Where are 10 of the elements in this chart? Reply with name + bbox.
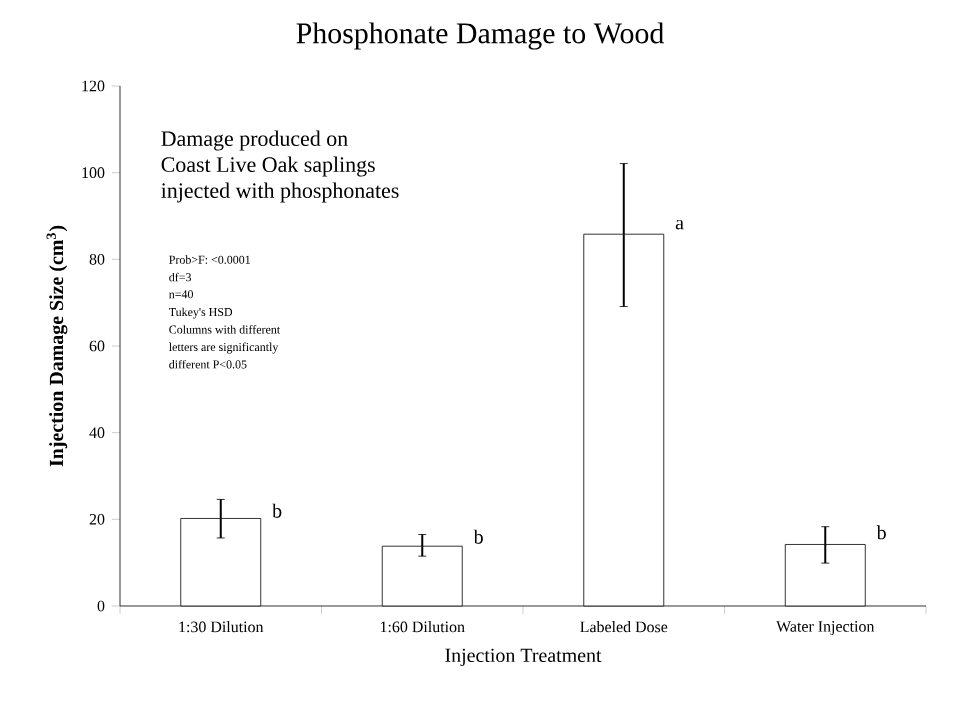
annotation: b <box>876 525 886 540</box>
annotation: b <box>272 503 282 518</box>
annotation: b <box>473 529 483 544</box>
text: Injection Damage Size (cm$^{3}$) <box>46 225 68 467</box>
annotation: injected with phosphonates <box>161 182 399 203</box>
annotation: Coast Live Oak saplings <box>161 156 375 177</box>
annotation: a <box>675 219 684 230</box>
chart-title: Phosphonate Damage to Wood <box>296 22 664 50</box>
x-axis-title: Injection Treatment <box>445 648 602 667</box>
annotation: Damage produced on <box>161 130 348 151</box>
